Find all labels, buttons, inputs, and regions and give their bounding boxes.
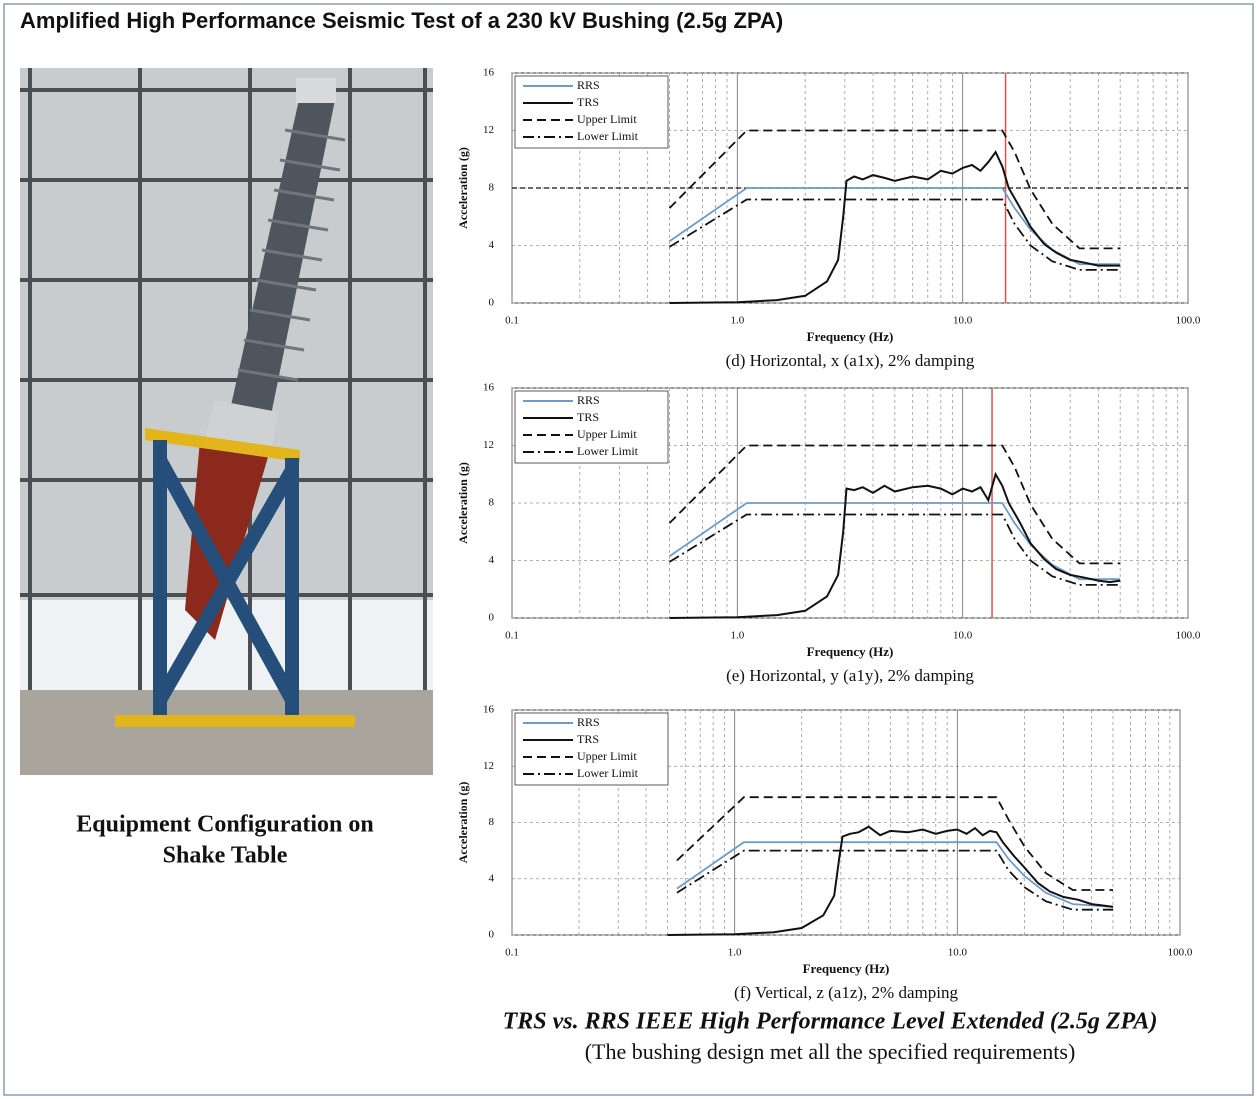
y-tick-label: 16	[483, 382, 495, 394]
x-tick-label: 10.0	[948, 947, 968, 959]
y-tick-label: 16	[483, 704, 495, 716]
y-tick-label: 0	[489, 612, 495, 624]
legend-label: Lower Limit	[577, 444, 639, 458]
x-axis-title: Frequency (Hz)	[807, 329, 894, 344]
legend-label: Upper Limit	[577, 749, 637, 763]
x-tick-label: 1.0	[730, 630, 744, 642]
photo-floor	[20, 690, 433, 775]
x-tick-label: 1.0	[728, 947, 742, 959]
x-tick-label: 0.1	[505, 315, 519, 327]
x-axis-title: Frequency (Hz)	[807, 644, 894, 659]
photo-window	[20, 600, 433, 690]
chart-caption: (f) Vertical, z (a1z), 2% damping	[734, 983, 958, 1002]
page-title: Amplified High Performance Seismic Test …	[20, 8, 783, 33]
x-tick-label: 100.0	[1176, 630, 1201, 642]
y-tick-label: 8	[489, 497, 495, 509]
y-tick-label: 12	[483, 124, 494, 136]
document: Amplified High Performance Seismic Test …	[0, 0, 1257, 1099]
y-tick-label: 16	[483, 67, 495, 79]
y-tick-label: 12	[483, 439, 494, 451]
legend-label: RRS	[577, 393, 600, 407]
legend-label: RRS	[577, 715, 600, 729]
y-tick-label: 4	[489, 239, 495, 251]
x-tick-label: 1.0	[730, 315, 744, 327]
y-tick-label: 12	[483, 760, 494, 772]
legend-label: Upper Limit	[577, 112, 637, 126]
y-tick-label: 0	[489, 929, 495, 941]
y-tick-label: 8	[489, 182, 495, 194]
y-tick-label: 4	[489, 554, 495, 566]
legend-label: TRS	[577, 95, 599, 109]
x-tick-label: 100.0	[1176, 315, 1201, 327]
x-tick-label: 10.0	[953, 315, 973, 327]
legend-label: Lower Limit	[577, 129, 639, 143]
footer-heading: TRS vs. RRS IEEE High Performance Level …	[503, 1009, 1158, 1035]
photo-caption: Shake Table	[163, 843, 288, 869]
x-tick-label: 0.1	[505, 947, 519, 959]
y-tick-label: 8	[489, 816, 495, 828]
y-axis-title: Acceleration (g)	[456, 462, 470, 544]
x-tick-label: 0.1	[505, 630, 519, 642]
page: Amplified High Performance Seismic Test …	[0, 0, 1257, 1099]
y-axis-title: Acceleration (g)	[456, 147, 470, 229]
x-tick-label: 100.0	[1168, 947, 1193, 959]
x-tick-label: 10.0	[953, 630, 973, 642]
x-axis-title: Frequency (Hz)	[803, 961, 890, 976]
photo	[20, 68, 433, 775]
legend-label: Lower Limit	[577, 766, 639, 780]
y-tick-label: 4	[489, 872, 495, 884]
legend-label: TRS	[577, 410, 599, 424]
bushing-top	[296, 78, 336, 103]
chart-caption: (d) Horizontal, x (a1x), 2% damping	[726, 351, 975, 370]
y-tick-label: 0	[489, 297, 495, 309]
y-axis-title: Acceleration (g)	[456, 782, 470, 864]
chart-caption: (e) Horizontal, y (a1y), 2% damping	[726, 666, 974, 685]
base-plate	[115, 715, 355, 727]
legend-label: RRS	[577, 78, 600, 92]
photo-caption: Equipment Configuration on	[76, 812, 373, 838]
legend-label: Upper Limit	[577, 427, 637, 441]
footer-note: (The bushing design met all the specifie…	[585, 1039, 1076, 1064]
legend-label: TRS	[577, 732, 599, 746]
